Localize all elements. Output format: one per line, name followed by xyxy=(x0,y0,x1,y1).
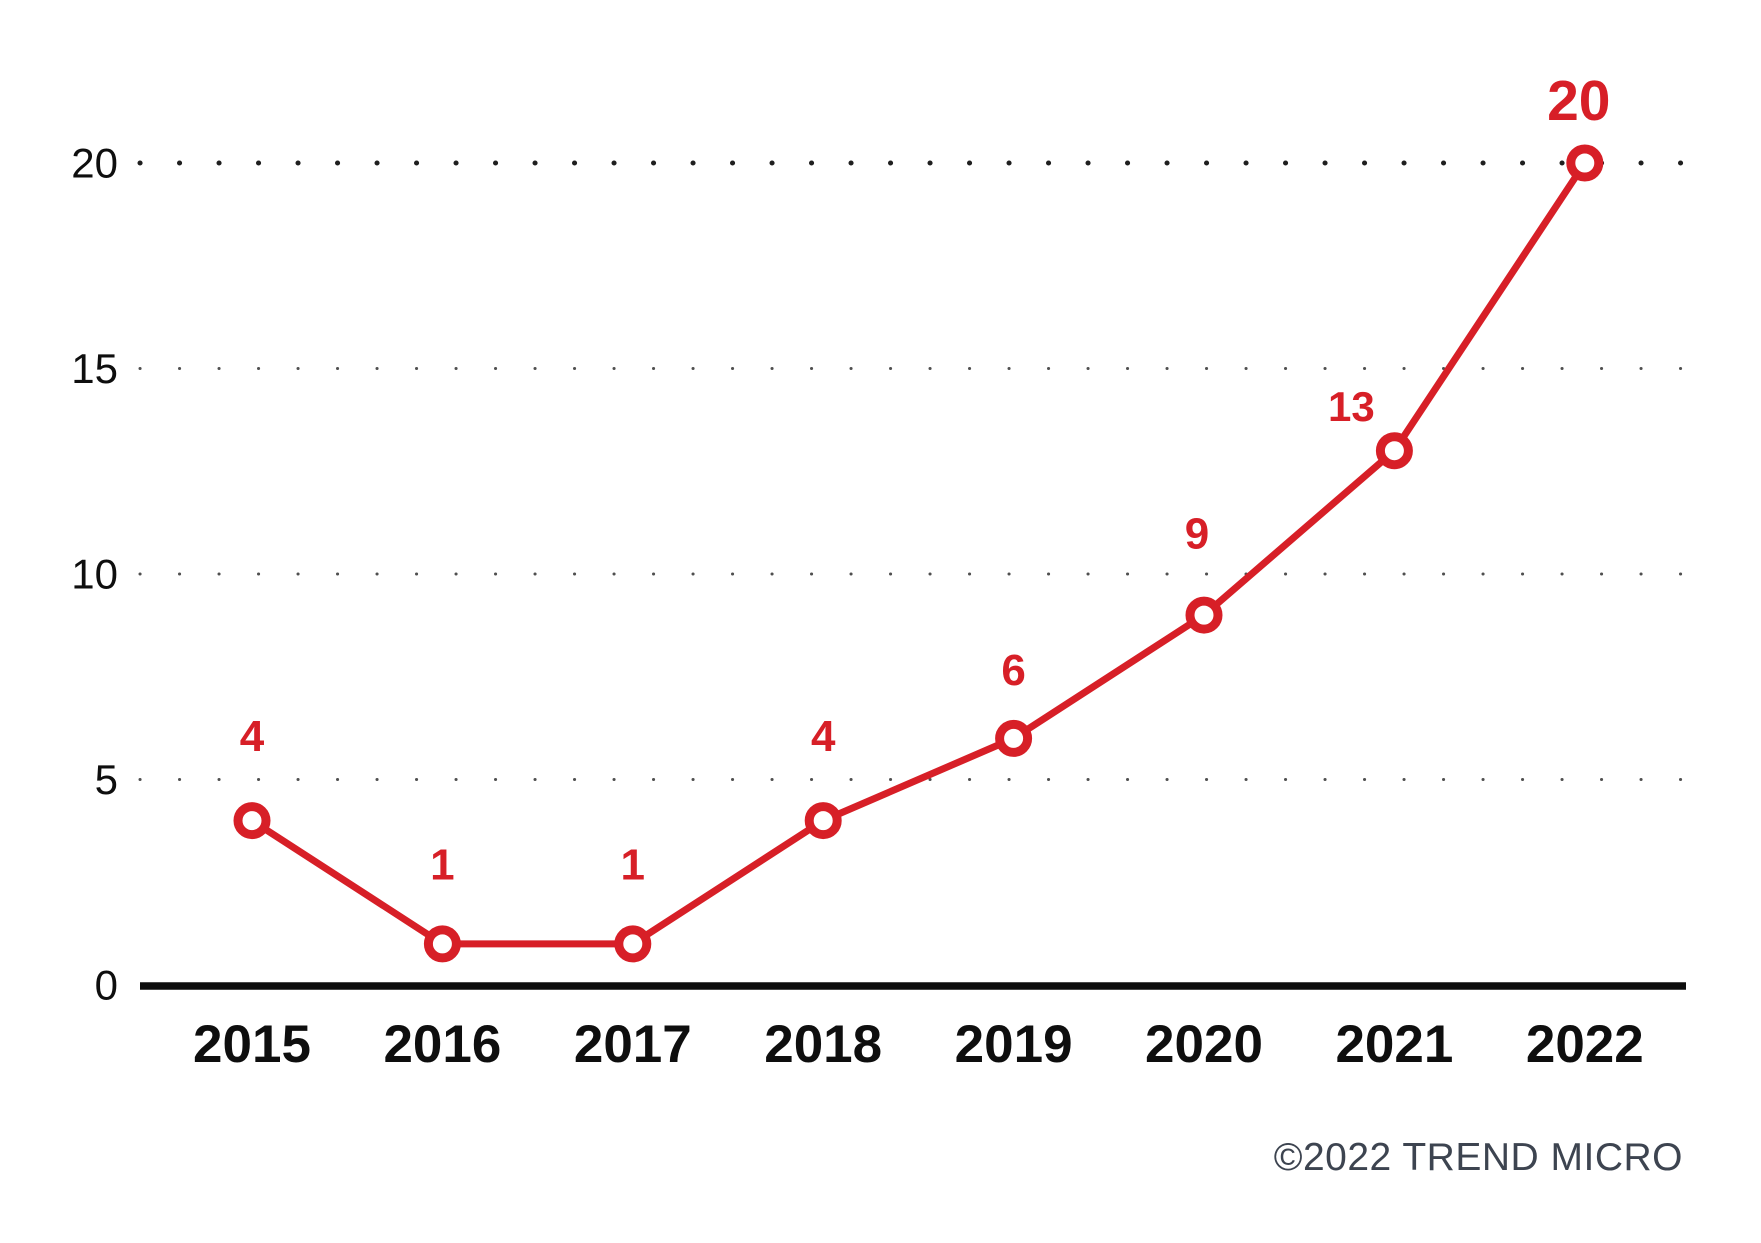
x-tick-label-2017: 2017 xyxy=(574,1015,692,1074)
y-tick-label-10: 10 xyxy=(71,551,118,598)
x-tick-label-2018: 2018 xyxy=(764,1015,882,1074)
data-point-2019 xyxy=(995,719,1033,757)
data-label-2017: 1 xyxy=(621,840,645,889)
y-tick-label-15: 15 xyxy=(71,345,118,392)
y-tick-label-5: 5 xyxy=(95,756,118,803)
data-point-2017 xyxy=(614,925,652,963)
data-label-2020: 9 xyxy=(1185,510,1209,559)
x-tick-label-2019: 2019 xyxy=(955,1015,1073,1074)
y-tick-label-20: 20 xyxy=(71,140,118,187)
data-point-2020 xyxy=(1185,596,1223,634)
data-label-2016: 1 xyxy=(430,840,454,889)
x-tick-label-2015: 2015 xyxy=(193,1015,311,1074)
x-tick-label-2016: 2016 xyxy=(383,1015,501,1074)
data-label-2015: 4 xyxy=(240,712,265,761)
data-point-2018 xyxy=(804,802,842,840)
data-label-2019: 6 xyxy=(1001,646,1025,695)
data-label-2022: 20 xyxy=(1547,69,1610,133)
data-point-2016 xyxy=(423,925,461,963)
x-tick-label-2021: 2021 xyxy=(1335,1015,1453,1074)
x-tick-label-2020: 2020 xyxy=(1145,1015,1263,1074)
data-point-2021 xyxy=(1375,432,1413,470)
y-tick-label-0: 0 xyxy=(95,962,118,1009)
data-point-2022 xyxy=(1566,144,1604,182)
data-point-2015 xyxy=(233,802,271,840)
data-line xyxy=(248,159,1589,948)
copyright-notice: ©2022 TREND MICRO xyxy=(1273,1136,1683,1179)
data-label-2018: 4 xyxy=(811,712,836,761)
data-label-2021: 13 xyxy=(1328,383,1375,430)
x-tick-label-2022: 2022 xyxy=(1526,1015,1644,1074)
